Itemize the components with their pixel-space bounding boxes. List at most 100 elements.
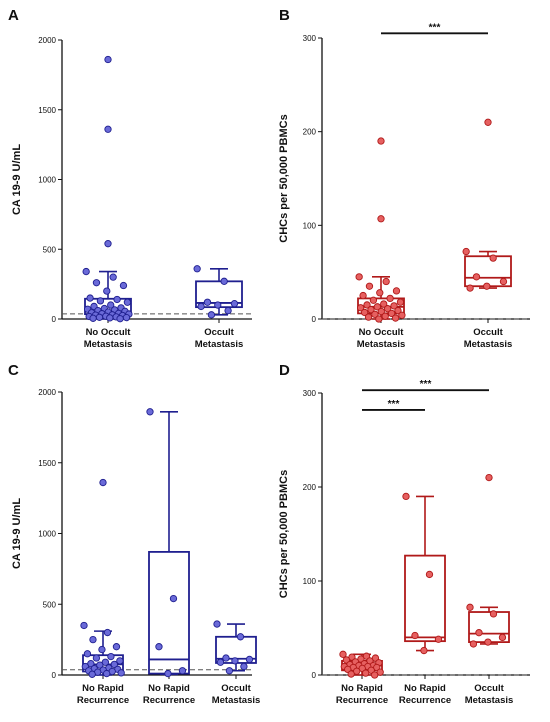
y-tick-label: 2000 [38, 388, 56, 397]
x-category-label: Recurrence [399, 695, 451, 706]
data-point [364, 313, 373, 321]
data-point [394, 306, 402, 315]
data-point [193, 265, 201, 273]
y-tick-label: 100 [303, 221, 317, 230]
data-point [402, 492, 410, 501]
y-tick-label: 1500 [38, 459, 56, 468]
x-category-label: Occult [473, 327, 503, 338]
data-point [107, 652, 115, 661]
data-point [485, 473, 493, 482]
data-point [106, 314, 114, 322]
data-point [355, 273, 363, 281]
data-point [384, 305, 392, 313]
y-tick-label: 0 [312, 315, 317, 324]
box [404, 554, 446, 643]
significance-label: *** [388, 399, 400, 410]
data-point [386, 294, 394, 303]
x-category-label: No Rapid [404, 683, 446, 694]
data-point [164, 669, 172, 678]
significance-label: *** [429, 22, 441, 33]
x-category-label: Metastasis [195, 339, 244, 350]
x-category-label: Occult [204, 327, 234, 338]
data-point [484, 118, 492, 126]
y-tick-label: 1000 [38, 530, 56, 539]
y-tick-label: 0 [52, 315, 57, 324]
y-axis-label: CA 19-9 U/mL [11, 498, 23, 569]
data-point [87, 660, 95, 668]
data-point [231, 657, 239, 665]
data-point [220, 277, 228, 285]
data-point [484, 638, 492, 646]
data-point [96, 661, 104, 669]
data-point [434, 635, 443, 643]
panel-letter: C [8, 362, 19, 379]
significance-label: *** [420, 379, 432, 390]
y-tick-label: 500 [43, 600, 57, 609]
data-point [155, 643, 163, 651]
data-point [117, 669, 125, 677]
data-point [110, 660, 118, 669]
data-point [230, 300, 239, 308]
data-point [197, 302, 205, 311]
y-tick-label: 200 [303, 128, 317, 137]
data-point [116, 315, 124, 323]
data-point [466, 284, 474, 292]
data-point [362, 669, 370, 677]
y-tick-label: 300 [303, 389, 317, 398]
data-point [113, 295, 121, 304]
y-tick-label: 2000 [38, 36, 56, 45]
data-point [475, 629, 483, 637]
data-point [363, 301, 371, 309]
data-point [377, 215, 385, 223]
data-point [104, 55, 112, 64]
data-point [88, 670, 96, 678]
data-point [104, 240, 112, 248]
panel-letter: A [8, 7, 19, 24]
data-point [119, 281, 128, 290]
data-point [489, 610, 498, 618]
data-point [222, 654, 230, 662]
x-category-label: Metastasis [464, 339, 513, 350]
y-axis-label: CA 19-9 U/mL [11, 144, 23, 215]
data-point [396, 298, 405, 306]
data-point [178, 667, 187, 675]
data-point [381, 312, 389, 320]
data-point [498, 633, 507, 642]
data-point [373, 303, 381, 311]
panel-letter: B [279, 7, 290, 24]
data-point [107, 301, 115, 309]
data-point [116, 657, 124, 665]
data-point [225, 667, 234, 675]
data-point [95, 313, 104, 321]
data-point [376, 289, 384, 297]
data-point [472, 273, 481, 281]
data-point [236, 633, 245, 641]
y-tick-label: 500 [43, 245, 57, 254]
data-point [89, 635, 97, 644]
data-point [367, 305, 375, 314]
data-point [370, 671, 379, 679]
data-point [83, 650, 92, 658]
panel-b: B 0 100 200 300 CHCs per 50,000 PBMCs No Occul… [278, 7, 530, 350]
y-axis-label: CHCs per 50,000 PBMCs [278, 470, 290, 598]
data-point [103, 669, 111, 678]
data-point [483, 282, 491, 290]
x-category-label: Metastasis [84, 339, 133, 350]
data-point [123, 298, 132, 306]
data-point [392, 287, 401, 295]
data-point [398, 311, 406, 319]
box [148, 550, 190, 675]
y-tick-label: 0 [312, 671, 317, 680]
data-point [462, 247, 470, 256]
data-point [365, 282, 374, 290]
data-point [92, 654, 101, 662]
data-point [224, 306, 232, 315]
data-point [216, 658, 225, 666]
x-category-label: No Rapid [341, 683, 383, 694]
